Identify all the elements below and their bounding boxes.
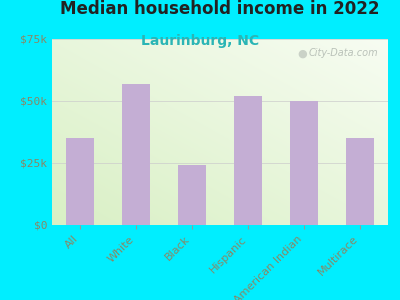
Bar xyxy=(346,138,374,225)
Bar xyxy=(178,166,206,225)
Bar xyxy=(290,101,318,225)
Bar xyxy=(234,96,262,225)
Bar xyxy=(66,138,94,225)
Bar xyxy=(122,84,150,225)
Title: Median household income in 2022: Median household income in 2022 xyxy=(60,0,380,18)
Text: Laurinburg, NC: Laurinburg, NC xyxy=(141,34,259,49)
Text: City-Data.com: City-Data.com xyxy=(308,48,378,58)
Text: ●: ● xyxy=(297,48,307,58)
